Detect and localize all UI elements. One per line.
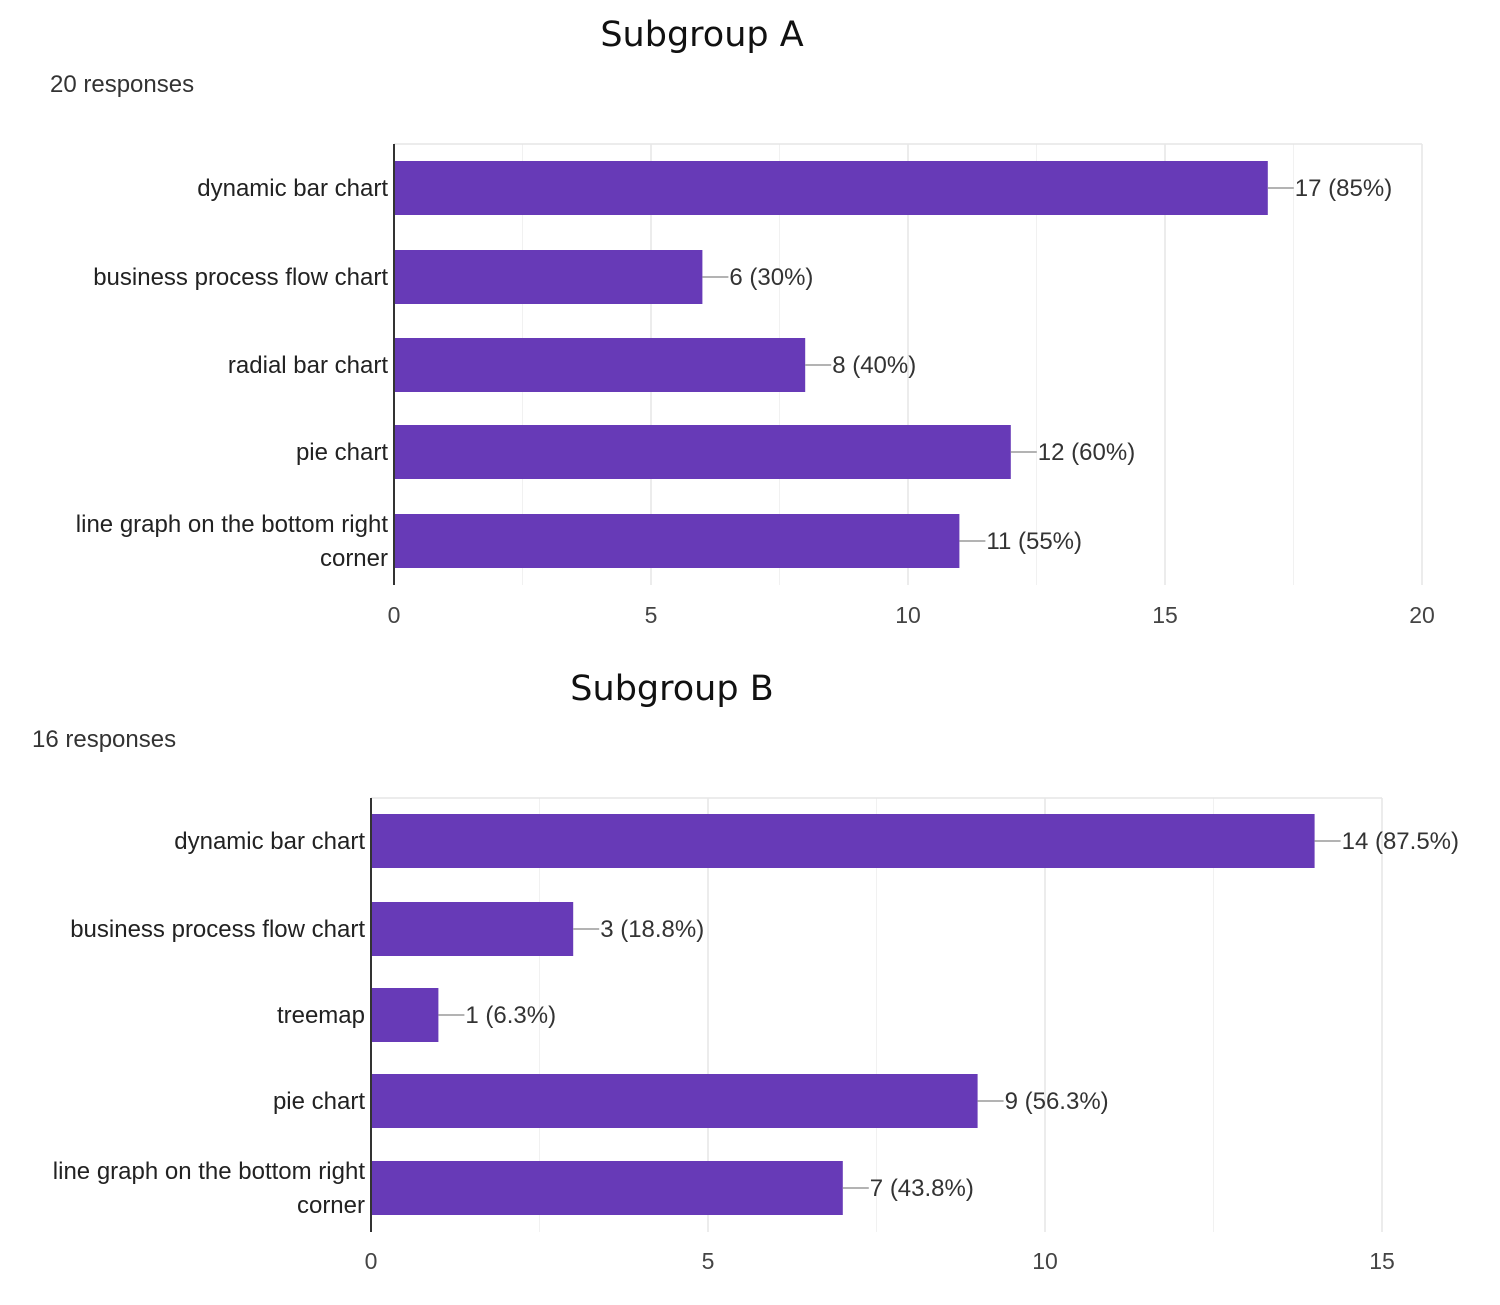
- category-label: business process flow chart: [93, 264, 388, 291]
- data-label: 9 (56.3%): [1005, 1088, 1109, 1115]
- x-tick-label: 15: [1369, 1248, 1395, 1274]
- x-tick-label: 0: [388, 602, 401, 628]
- bar: [371, 814, 1315, 868]
- x-tick-label: 10: [1032, 1248, 1058, 1274]
- data-label: 14 (87.5%): [1342, 828, 1459, 855]
- data-label: 12 (60%): [1038, 439, 1135, 466]
- bar: [394, 425, 1011, 479]
- data-label: 1 (6.3%): [465, 1002, 556, 1029]
- category-label: dynamic bar chart: [174, 828, 365, 855]
- x-tick-label: 5: [702, 1248, 715, 1274]
- bar: [371, 1074, 978, 1128]
- category-label: pie chart: [296, 439, 388, 466]
- category-label: corner: [320, 545, 388, 572]
- data-label: 7 (43.8%): [870, 1175, 974, 1202]
- chart-panel: Subgroup A 20 responses 0 5 10 15 20 17 (85%) dy…: [50, 15, 1435, 628]
- bar: [371, 988, 439, 1042]
- bar: [394, 161, 1268, 215]
- bar: [371, 902, 574, 956]
- category-label: radial bar chart: [228, 352, 388, 379]
- category-label: dynamic bar chart: [197, 175, 388, 202]
- bar: [394, 250, 703, 304]
- data-label: 17 (85%): [1295, 175, 1392, 202]
- x-tick-label: 0: [365, 1248, 378, 1274]
- bar: [394, 514, 960, 568]
- chart-title: Subgroup A: [600, 15, 803, 55]
- x-tick-label: 10: [895, 602, 921, 628]
- chart-title: Subgroup B: [570, 669, 773, 709]
- chart-panel: Subgroup B 16 responses 0 5 10 15 14 (87.5%) dy…: [32, 669, 1459, 1274]
- category-label: business process flow chart: [70, 916, 365, 943]
- responses-count: 16 responses: [32, 726, 176, 753]
- category-label: treemap: [277, 1002, 365, 1029]
- category-label: line graph on the bottom right: [53, 1158, 366, 1185]
- bar: [371, 1161, 843, 1215]
- bar: [394, 338, 806, 392]
- x-tick-label: 20: [1409, 602, 1435, 628]
- category-label: line graph on the bottom right: [76, 511, 389, 538]
- x-tick-label: 5: [645, 602, 658, 628]
- responses-count: 20 responses: [50, 71, 194, 98]
- category-label: corner: [297, 1192, 365, 1219]
- data-label: 11 (55%): [986, 528, 1082, 555]
- data-label: 3 (18.8%): [600, 916, 704, 943]
- x-tick-label: 15: [1152, 602, 1178, 628]
- data-label: 8 (40%): [832, 352, 916, 379]
- data-label: 6 (30%): [729, 264, 813, 291]
- category-label: pie chart: [273, 1088, 365, 1115]
